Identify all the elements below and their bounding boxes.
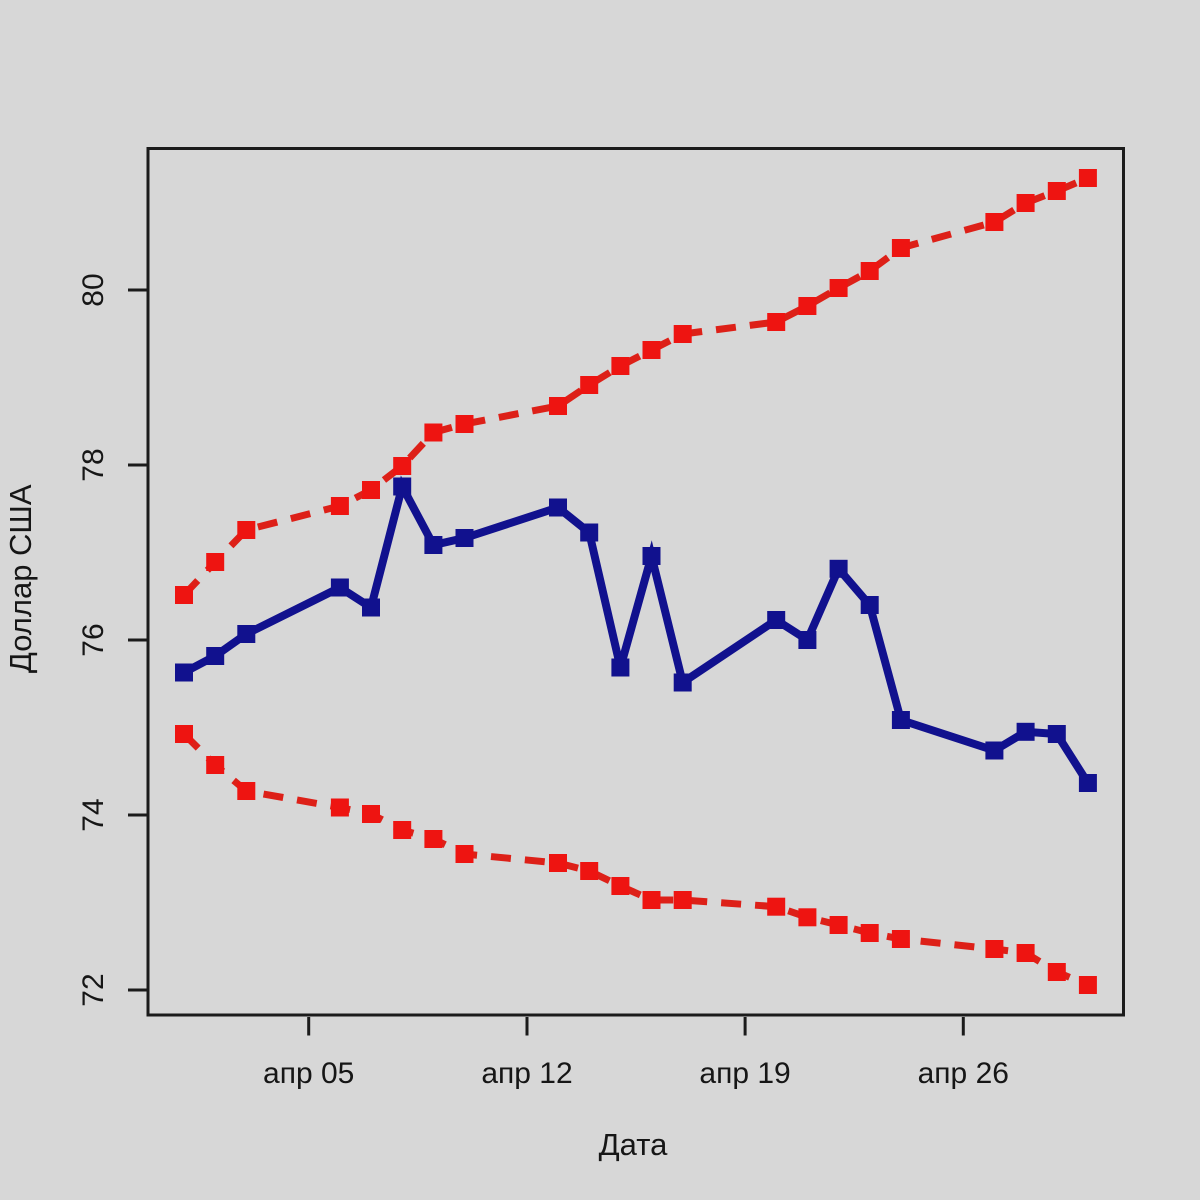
svg-text:апр 19: апр 19 <box>699 1057 790 1090</box>
svg-text:апр 05: апр 05 <box>263 1057 354 1090</box>
svg-text:72: 72 <box>77 973 110 1006</box>
svg-text:Дата: Дата <box>599 1127 668 1162</box>
svg-text:Доллар США: Доллар США <box>3 484 38 673</box>
svg-text:74: 74 <box>77 798 110 831</box>
svg-text:76: 76 <box>77 623 110 656</box>
svg-text:80: 80 <box>77 273 110 306</box>
svg-text:апр 12: апр 12 <box>481 1057 572 1090</box>
svg-text:78: 78 <box>77 448 110 481</box>
svg-text:апр 26: апр 26 <box>918 1057 1009 1090</box>
